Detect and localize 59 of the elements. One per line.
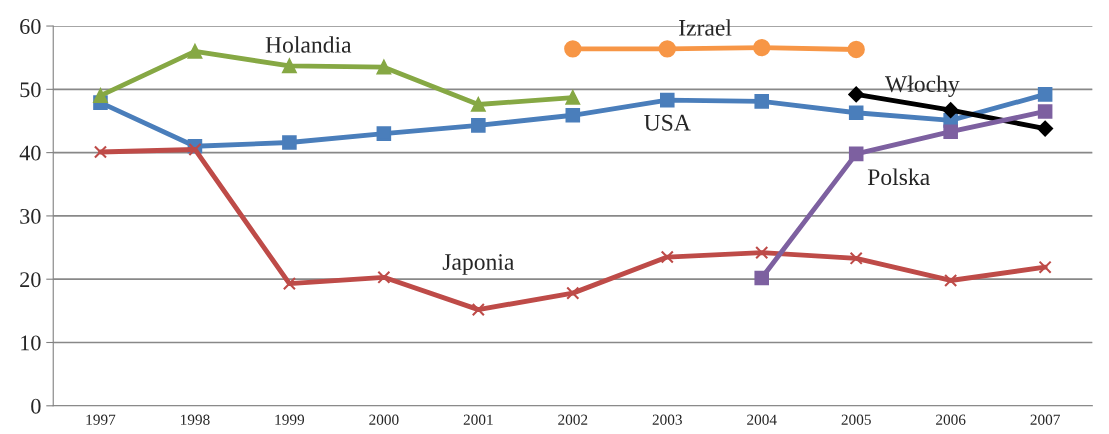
- point: [943, 124, 958, 140]
- point: [471, 118, 486, 133]
- x-tick-label: 1998: [181, 414, 210, 425]
- point: [1038, 260, 1052, 274]
- point: [660, 250, 674, 264]
- point: [1037, 87, 1053, 102]
- point: [1037, 120, 1054, 137]
- y-tick-label: 50: [20, 82, 41, 98]
- point: [659, 92, 675, 108]
- x-tick-label: 2002: [558, 414, 588, 425]
- point: [187, 44, 203, 59]
- point: [564, 40, 582, 58]
- x-tick-label: 2004: [747, 414, 777, 425]
- point: [658, 40, 676, 58]
- y-tick-label: 0: [31, 398, 41, 414]
- x-tick-label: 2007: [1030, 414, 1060, 425]
- point: [93, 88, 108, 103]
- point: [847, 40, 865, 59]
- point: [471, 302, 485, 317]
- y-tick-label: 40: [19, 145, 41, 161]
- point: [754, 270, 770, 286]
- point: [848, 105, 864, 121]
- point: [93, 145, 108, 159]
- series-label: Holandia: [265, 36, 352, 53]
- point: [755, 246, 769, 260]
- point: [1037, 104, 1053, 119]
- point: [754, 94, 770, 109]
- point: [565, 90, 581, 105]
- y-tick-label: 30: [20, 208, 41, 224]
- series-label: USA: [644, 114, 691, 131]
- point: [849, 251, 863, 265]
- series-label: Izrael: [679, 19, 732, 36]
- point: [848, 146, 864, 162]
- y-tick-label: 20: [20, 272, 41, 288]
- point: [471, 97, 486, 112]
- x-tick-label: 1997: [86, 414, 116, 425]
- point: [376, 126, 392, 141]
- y-tick-label: 60: [20, 18, 41, 34]
- series-label: Włochy: [884, 75, 960, 97]
- point: [848, 86, 865, 103]
- x-tick-label: 2000: [369, 414, 399, 425]
- point: [282, 58, 297, 74]
- x-tick-label: 2001: [463, 414, 493, 425]
- series-label: Polska: [867, 168, 930, 186]
- x-tick-label: 2005: [841, 414, 871, 425]
- point: [377, 270, 391, 284]
- point: [376, 59, 392, 75]
- point: [565, 107, 581, 123]
- point: [942, 102, 959, 119]
- point: [566, 286, 580, 300]
- point: [753, 38, 771, 57]
- x-tick-label: 1999: [275, 414, 305, 425]
- point: [282, 135, 297, 150]
- point: [944, 273, 958, 288]
- point: [282, 277, 296, 291]
- x-tick-label: 2003: [652, 414, 682, 425]
- series-label: Japonia: [442, 254, 515, 275]
- x-tick-label: 2006: [936, 414, 966, 425]
- y-tick-label: 10: [21, 335, 41, 351]
